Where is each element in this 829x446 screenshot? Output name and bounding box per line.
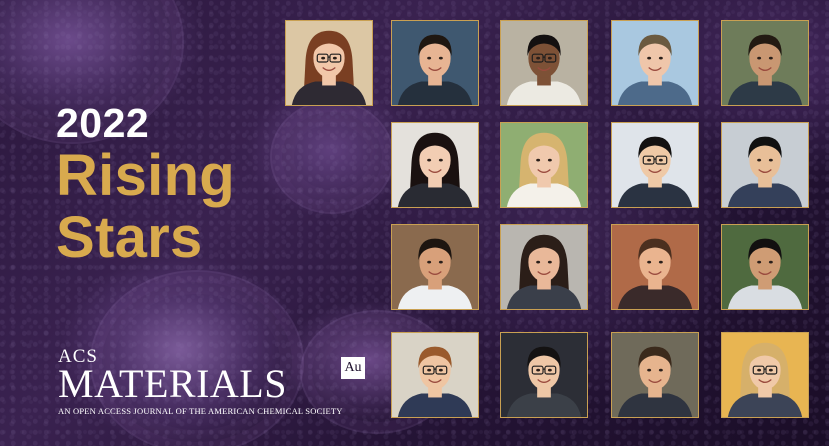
portrait-photo (500, 122, 588, 208)
portrait-image (612, 21, 698, 105)
portrait-photo (721, 332, 809, 418)
background-ring (270, 100, 394, 214)
portrait-photo (721, 20, 809, 106)
portrait-image (722, 333, 808, 417)
portrait-photo (611, 224, 699, 310)
logo-au-badge: Au (341, 357, 365, 379)
title-rising: Rising (56, 143, 236, 208)
portrait-photo (285, 20, 373, 106)
portrait-image (722, 21, 808, 105)
logo-acs: ACS (58, 346, 98, 367)
portrait-image (392, 21, 478, 105)
title-year: 2022 (56, 100, 150, 146)
portrait-image (392, 123, 478, 207)
portrait-photo (611, 20, 699, 106)
portrait-photo (611, 332, 699, 418)
portrait-photo (500, 332, 588, 418)
portrait-photo (391, 20, 479, 106)
portrait-image (501, 333, 587, 417)
portrait-photo (500, 224, 588, 310)
title-stars: Stars (56, 205, 203, 270)
portrait-image (286, 21, 372, 105)
journal-logo: ACS MATERIALS Au AN OPEN ACCESS JOURNAL … (58, 347, 368, 419)
portrait-image (612, 333, 698, 417)
portrait-image (722, 123, 808, 207)
portrait-photo (721, 122, 809, 208)
portrait-photo (391, 332, 479, 418)
portrait-image (501, 21, 587, 105)
portrait-image (612, 225, 698, 309)
portrait-photo (721, 224, 809, 310)
portrait-image (392, 333, 478, 417)
portrait-photo (391, 224, 479, 310)
portrait-photo (391, 122, 479, 208)
portrait-photo (611, 122, 699, 208)
portrait-image (392, 225, 478, 309)
logo-tagline: AN OPEN ACCESS JOURNAL OF THE AMERICAN C… (58, 406, 343, 416)
logo-materials: MATERIALS (58, 361, 287, 406)
portrait-image (722, 225, 808, 309)
portrait-photo (500, 20, 588, 106)
portrait-image (501, 225, 587, 309)
portrait-image (501, 123, 587, 207)
portrait-image (612, 123, 698, 207)
